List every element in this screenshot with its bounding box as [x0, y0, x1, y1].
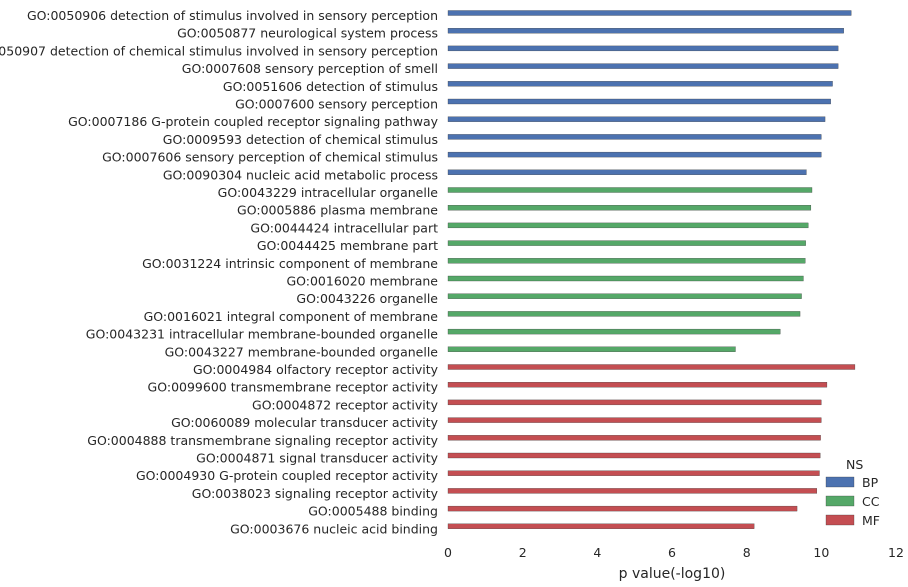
bar-cc	[447, 293, 802, 299]
legend-label-cc: CC	[862, 494, 880, 509]
bar-mf	[447, 488, 818, 494]
bar-cc	[447, 240, 806, 246]
y-tick-label: GO:0007608 sensory perception of smell	[182, 61, 438, 76]
y-tick-label: GO:0050877 neurological system process	[177, 26, 438, 41]
bar-mf	[447, 382, 828, 388]
y-tick-label: GO:0003676 nucleic acid binding	[230, 521, 438, 536]
bar-cc	[447, 311, 801, 317]
legend-label-mf: MF	[862, 513, 880, 528]
y-tick-label: GO:0004871 signal transducer activity	[196, 451, 438, 466]
y-tick-label: GO:0043227 membrane-bounded organelle	[165, 344, 439, 359]
bar-bp	[447, 134, 822, 140]
bar-bp	[447, 151, 822, 158]
x-tick-labels: 0 2 4 6 8 10 12	[444, 545, 904, 560]
x-tick-label: 2	[519, 545, 527, 560]
y-tick-label: GO:0004872 receptor activity	[252, 397, 439, 412]
bar-mf	[447, 399, 822, 406]
bar-cc	[447, 258, 806, 264]
bar-mf	[447, 364, 856, 370]
y-tick-label: GO:0016021 integral component of membran…	[144, 309, 439, 324]
y-tick-label: GO:0004930 G-protein coupled receptor ac…	[136, 468, 439, 483]
bar-cc	[447, 222, 809, 229]
y-tick-label: GO:0007186 G-protein coupled receptor si…	[68, 114, 439, 129]
y-tick-label: GO:0009593 detection of chemical stimulu…	[163, 132, 438, 147]
bar-mf	[447, 523, 755, 529]
y-tick-label: GO:0005886 plasma membrane	[237, 203, 438, 218]
x-tick-label: 6	[668, 545, 676, 560]
y-tick-label: GO:0050907 detection of chemical stimulu…	[0, 43, 438, 58]
x-axis-label: p value(-log10)	[619, 566, 726, 582]
bar-cc	[447, 346, 736, 352]
x-tick-label: 10	[813, 545, 829, 560]
x-tick-label: 8	[743, 545, 751, 560]
y-tick-label: GO:0007606 sensory perception of chemica…	[102, 150, 438, 165]
bar-mf	[447, 505, 798, 512]
bar-bp	[447, 98, 831, 105]
bar-group	[447, 10, 856, 529]
y-tick-label: GO:0031224 intrinsic component of membra…	[142, 256, 438, 271]
y-tick-label: GO:0060089 molecular transducer activity	[171, 415, 439, 430]
bar-mf	[447, 417, 822, 423]
y-tick-label: GO:0038023 signaling receptor activity	[192, 486, 439, 501]
y-tick-label: GO:0005488 binding	[308, 504, 438, 519]
bar-bp	[447, 28, 844, 34]
legend-swatch-cc	[825, 495, 855, 507]
legend: NS BP CC MF	[825, 457, 880, 528]
bar-bp	[447, 116, 826, 122]
bar-bp	[447, 45, 839, 52]
y-tick-label: GO:0044425 membrane part	[257, 238, 438, 253]
y-tick-label: GO:0099600 transmembrane receptor activi…	[148, 380, 439, 395]
bar-mf	[447, 452, 821, 459]
y-tick-label: GO:0044424 intracellular part	[250, 220, 438, 235]
x-tick-label: 0	[444, 545, 452, 560]
bar-mf	[447, 470, 820, 476]
y-tick-labels: GO:0050906 detection of stimulus involve…	[0, 8, 439, 536]
legend-title: NS	[846, 457, 863, 472]
bar-cc	[447, 187, 813, 193]
y-tick-label: GO:0051606 detection of stimulus	[223, 79, 438, 94]
y-tick-label: GO:0004888 transmembrane signaling recep…	[87, 433, 438, 448]
legend-swatch-bp	[825, 476, 855, 488]
y-tick-label: GO:0090304 nucleic acid metabolic proces…	[163, 167, 438, 182]
y-tick-label: GO:0007600 sensory perception	[235, 97, 438, 112]
x-tick-label: 12	[888, 545, 904, 560]
y-tick-label: GO:0016020 membrane	[286, 274, 438, 289]
y-tick-label: GO:0004984 olfactory receptor activity	[193, 362, 439, 377]
bar-cc	[447, 328, 781, 335]
legend-label-bp: BP	[862, 475, 879, 490]
bar-bp	[447, 169, 807, 175]
x-tick-label: 4	[593, 545, 601, 560]
bar-bp	[447, 63, 839, 69]
bar-bp	[447, 81, 833, 87]
y-tick-label: GO:0043231 intracellular membrane-bounde…	[86, 327, 439, 342]
legend-swatch-mf	[825, 514, 855, 526]
bar-cc	[447, 275, 804, 282]
y-tick-label: GO:0043229 intracellular organelle	[218, 185, 439, 200]
bar-mf	[447, 435, 821, 441]
bar-bp	[447, 10, 852, 16]
y-tick-label: GO:0050906 detection of stimulus involve…	[27, 8, 438, 23]
y-tick-label: GO:0043226 organelle	[296, 291, 438, 306]
bar-cc	[447, 205, 812, 211]
